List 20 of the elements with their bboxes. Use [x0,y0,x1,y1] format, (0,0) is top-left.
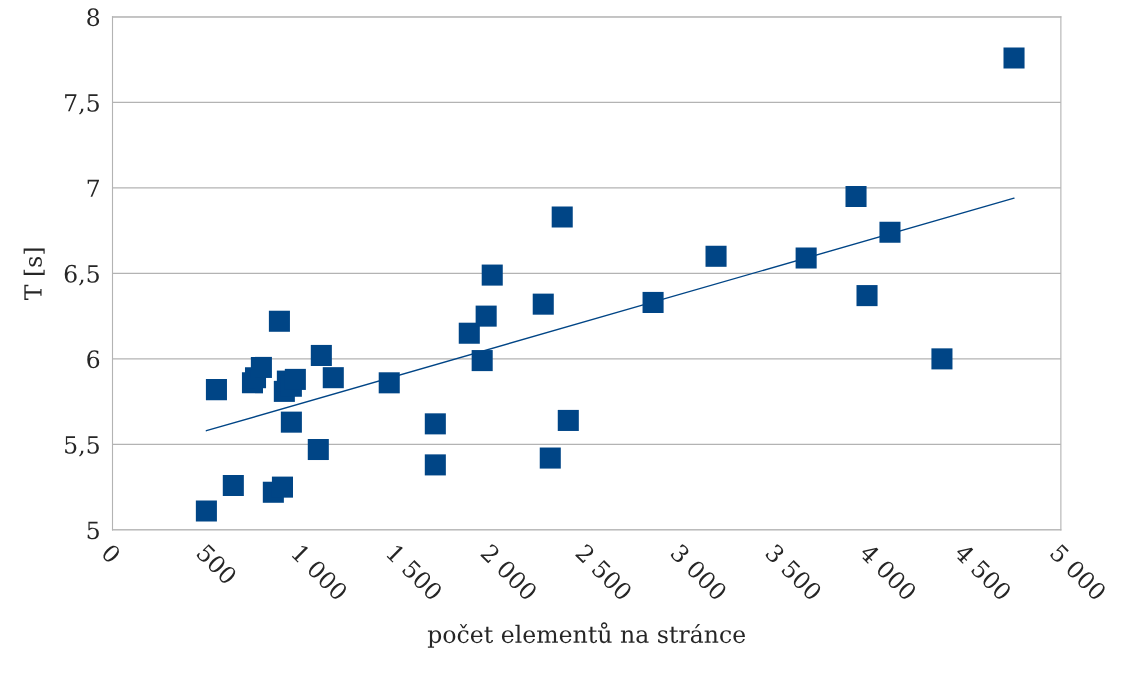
x-tick-label: 4 000 [858,542,918,602]
x-tick-label: 4 500 [953,542,1013,602]
x-tick-label: 1 500 [386,544,444,602]
x-tick-label: 3 500 [764,543,823,602]
x-tick-label: 0 [100,543,122,565]
y-tick-label: 5 [87,521,99,540]
y-tick-label: 7 [87,179,99,197]
y-tick-label: 5,5 [65,436,99,457]
x-axis-title: počet elementů na stránce [427,622,745,648]
y-tick-label: 7,5 [65,94,99,115]
x-tick-label: 2 500 [574,543,634,602]
y-axis-title: T [s] [23,248,45,301]
y-tick-label: 8 [87,8,100,27]
y-tick-label: 6,5 [64,264,99,286]
x-tick-label: 500 [195,543,238,586]
y-tick-label: 6 [87,350,100,369]
x-tick-label: 5 000 [1049,543,1108,602]
x-tick-label: 2 000 [480,543,539,602]
x-tick-label: 3 000 [669,543,728,602]
x-tick-label: 1 000 [291,544,349,602]
